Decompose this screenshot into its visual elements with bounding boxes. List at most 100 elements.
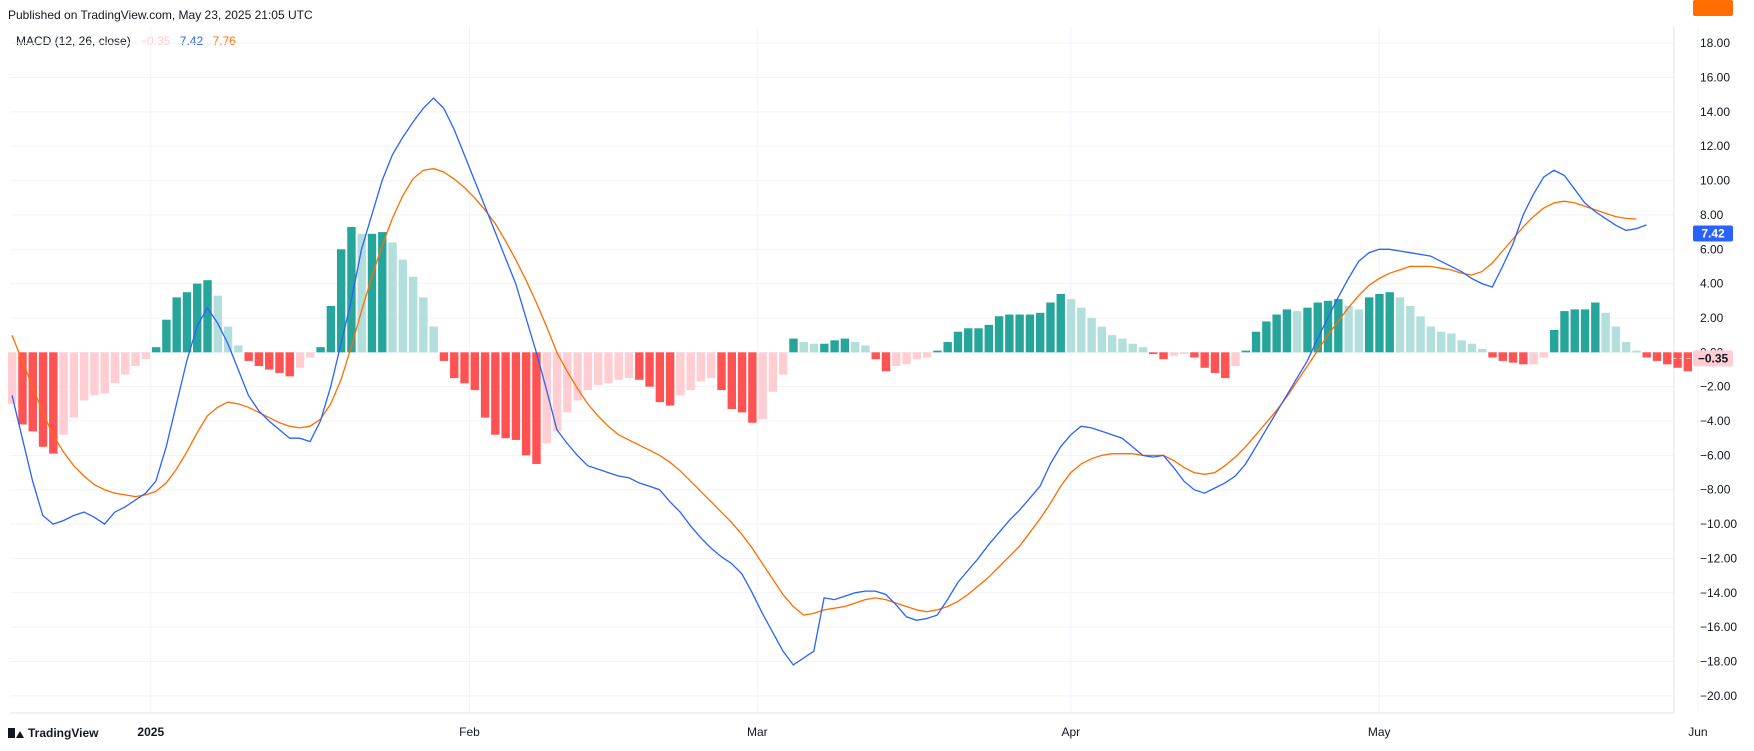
histogram-bar <box>964 328 973 353</box>
histogram-bar <box>388 242 397 353</box>
histogram-bar <box>347 226 356 353</box>
histogram-bar <box>1457 340 1466 353</box>
y-tick-label: 8.00 <box>1700 208 1724 222</box>
histogram-bar <box>1323 300 1333 353</box>
histogram-bar <box>79 352 89 401</box>
y-tick-label: −8.00 <box>1700 483 1731 497</box>
histogram-bar <box>1611 326 1621 353</box>
y-tick-label: −6.00 <box>1700 448 1731 462</box>
histogram-bar <box>1529 352 1538 365</box>
histogram-bar <box>583 352 593 391</box>
grid <box>10 26 1699 714</box>
histogram-bar <box>779 352 788 375</box>
histogram-bar <box>1251 331 1261 353</box>
histogram-bar <box>748 352 757 423</box>
signal-line <box>11 167 1637 616</box>
legend-signal-value: 7.76 <box>212 34 236 48</box>
histogram-bar <box>1107 335 1117 353</box>
histogram-bar <box>593 352 603 385</box>
histogram-bar <box>1673 352 1682 368</box>
histogram-bar <box>871 352 880 360</box>
macd-price-tag: 7.42 <box>1701 226 1725 240</box>
histogram-bar <box>912 352 922 360</box>
footer-brand: TradingView <box>28 726 99 740</box>
histogram-bar <box>953 331 963 353</box>
histogram-bar <box>1190 352 1199 358</box>
histogram-bar <box>480 352 490 418</box>
histogram-bar <box>1159 352 1168 360</box>
histogram-bar <box>1241 350 1250 353</box>
histogram-bar <box>696 352 706 382</box>
histogram-bar <box>614 352 623 380</box>
histogram-bar <box>984 324 993 353</box>
y-tick-label: −4.00 <box>1700 414 1731 428</box>
macd-price-tag-bg <box>1693 225 1733 242</box>
histogram-bar <box>933 350 942 353</box>
histogram-bar <box>1262 321 1271 353</box>
histogram-bar <box>511 352 521 440</box>
price-tags: 7.76 7.42 −0.35 <box>1693 0 1733 367</box>
histogram-bar <box>1200 352 1209 368</box>
indicator-legend[interactable]: MACD (12, 26, close) −0.35 7.42 7.76 <box>16 34 242 48</box>
y-tick-label: 14.00 <box>1700 105 1730 119</box>
histogram-bar <box>624 352 634 379</box>
histogram-bar <box>1036 312 1045 353</box>
histogram-bar <box>974 328 983 353</box>
histogram-bar <box>182 292 192 353</box>
histogram-bar <box>1447 333 1456 353</box>
histogram-bar <box>1303 307 1312 353</box>
histogram-bar <box>398 259 408 353</box>
histogram-bar <box>1221 352 1230 379</box>
histogram-bar <box>121 352 130 375</box>
histogram-bar <box>378 232 387 353</box>
histogram-bar <box>1498 352 1507 361</box>
x-tick-label: 2025 <box>137 725 164 739</box>
histogram-bar <box>367 233 377 353</box>
histogram-bar <box>830 340 839 353</box>
histogram-bar <box>850 342 860 353</box>
histogram-bar <box>265 352 274 370</box>
legend-macd-value: 7.42 <box>179 34 204 48</box>
histogram-bar <box>1066 299 1076 353</box>
published-header: Published on TradingView.com, May 23, 20… <box>8 8 313 22</box>
histogram-bar <box>799 342 808 353</box>
histogram-bar <box>59 352 68 435</box>
histogram-bar <box>1231 352 1240 367</box>
histogram-bar <box>737 352 747 413</box>
y-tick-label: −10.00 <box>1700 517 1737 531</box>
histogram-bar <box>840 338 850 353</box>
histogram-bar <box>1621 342 1631 353</box>
histogram-bar <box>306 352 315 358</box>
histogram-bar <box>1560 311 1569 353</box>
histogram-bar <box>809 343 819 353</box>
histogram-bar <box>1478 348 1487 353</box>
histogram-bar <box>1313 302 1322 353</box>
histogram-bar <box>316 347 325 353</box>
y-tick-label: −20.00 <box>1700 689 1737 703</box>
x-tick-label: May <box>1368 725 1391 739</box>
y-tick-label: 16.00 <box>1700 71 1730 85</box>
histogram-bar <box>357 233 366 353</box>
histogram-bar <box>994 316 1004 353</box>
histogram-bar <box>1488 352 1497 358</box>
y-axis[interactable]: 18.00 16.00 14.00 12.00 10.00 8.00 6.00 4.00 2.0… <box>1700 36 1737 703</box>
histogram-bar <box>1272 314 1281 353</box>
histogram-bar <box>1550 329 1559 353</box>
histogram-bar <box>28 352 37 432</box>
histogram-bar <box>1128 343 1137 353</box>
x-axis[interactable]: 2025 Feb Mar Apr May Jun <box>137 725 1707 739</box>
histogram-bar <box>1118 338 1127 353</box>
histogram-bar <box>861 345 870 353</box>
y-tick-label: 12.00 <box>1700 139 1730 153</box>
histogram-bar <box>254 352 264 367</box>
histogram-bar <box>1632 350 1641 353</box>
histogram-bar <box>1077 307 1086 353</box>
histogram-bar <box>234 345 243 353</box>
histogram-bar <box>460 352 469 384</box>
histogram-bar <box>902 352 911 365</box>
histogram-bar <box>1570 309 1579 353</box>
histogram-bar <box>1406 305 1415 353</box>
footer: TradingView <box>8 726 98 740</box>
histogram-bar <box>223 326 233 353</box>
